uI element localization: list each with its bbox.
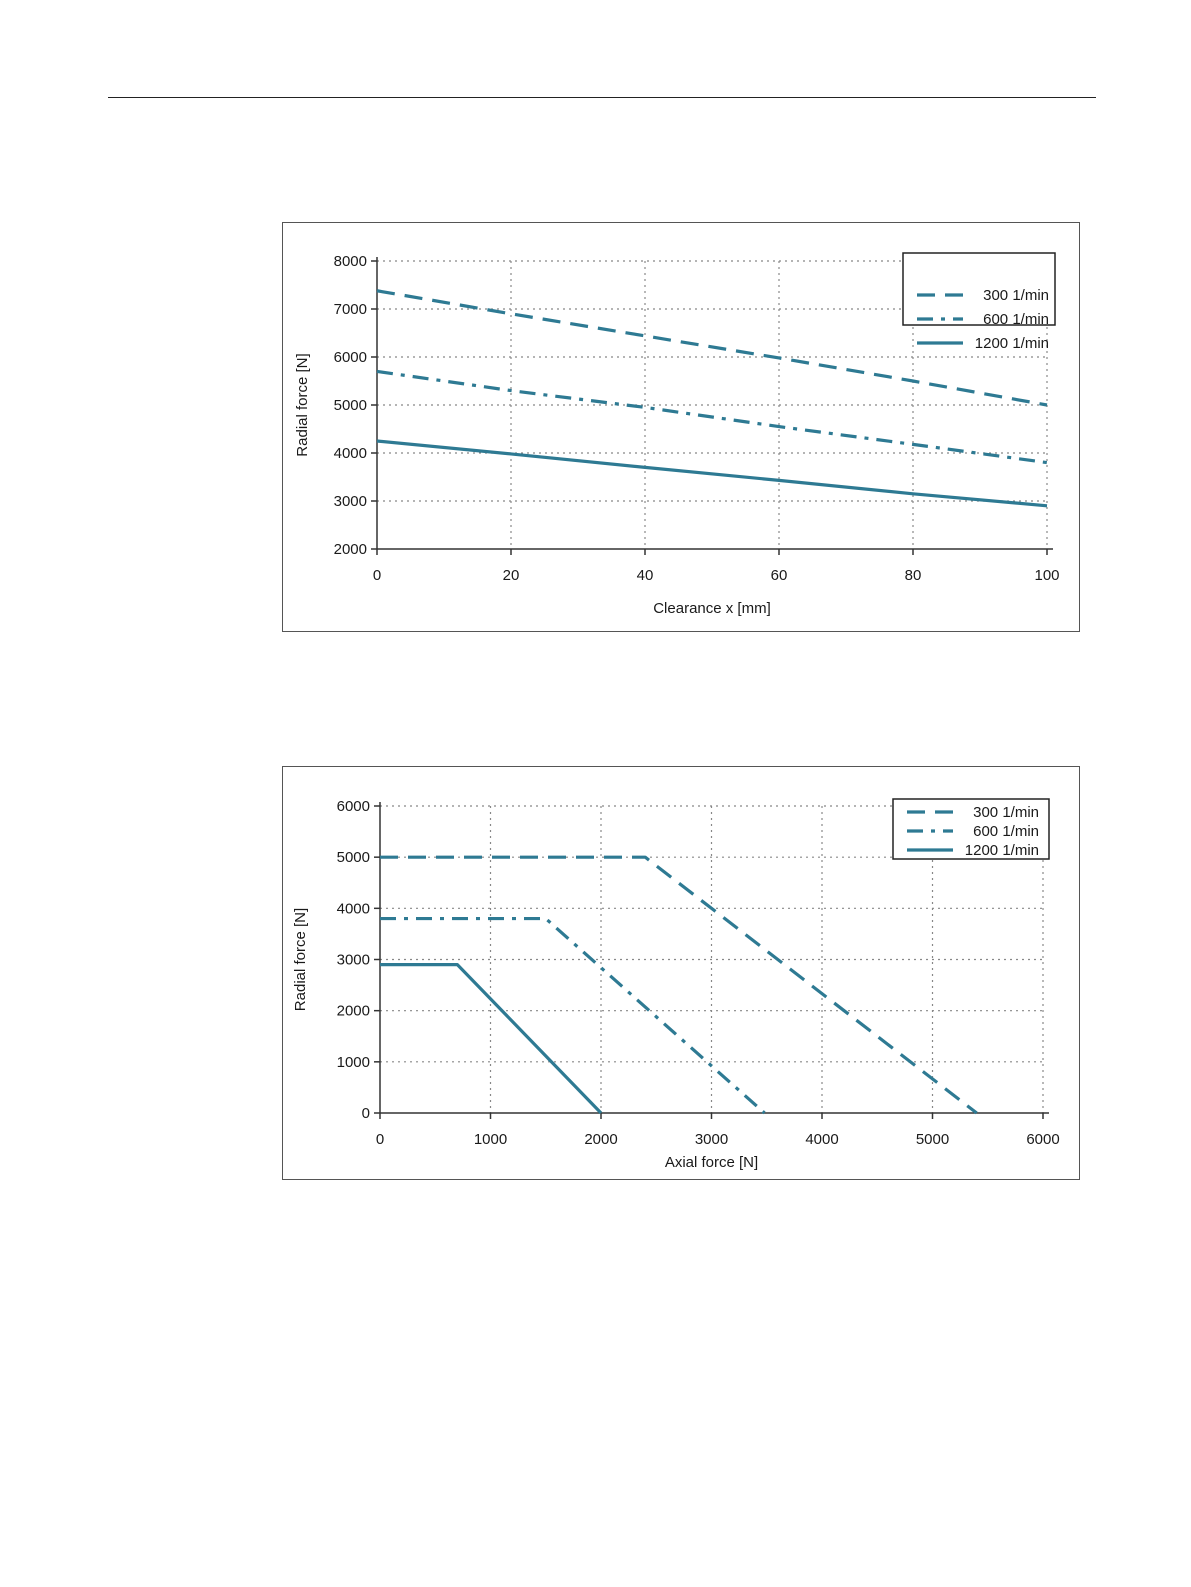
- chart1-y-tick-label: 2000: [334, 541, 367, 558]
- chart1-legend-label: 300 1/min: [983, 287, 1049, 304]
- chart1-x-axis-title: Clearance x [mm]: [653, 600, 771, 617]
- chart1-y-tick-label: 6000: [334, 349, 367, 366]
- chart2-series-line-300-1-min: [380, 855, 978, 1115]
- chart2-legend-label: 600 1/min: [973, 823, 1039, 840]
- chart2-x-axis-title: Axial force [N]: [665, 1154, 758, 1171]
- chart1-x-tick-label: 60: [771, 567, 788, 584]
- chart2-legend-label: 300 1/min: [973, 804, 1039, 821]
- chart2-x-tick-label: 3000: [695, 1131, 728, 1148]
- chart1-y-tick-label: 3000: [334, 493, 367, 510]
- chart1-legend-box: [902, 252, 1056, 326]
- chart2-series-line-1200-1-min: [380, 963, 603, 1115]
- chart1-legend-label: 600 1/min: [983, 311, 1049, 328]
- chart1-series-line-600-1-min: [376, 369, 1048, 465]
- radial-force-vs-clearance-chart: 2000 3000 4000 5000 6000 7000 8000 0 20 40 60 80 100…: [282, 222, 1080, 632]
- chart1-series-line-300-1-min: [376, 289, 1048, 407]
- chart1-y-tick-label: 7000: [334, 301, 367, 318]
- chart1-y-tick-label: 8000: [334, 253, 367, 270]
- chart1-x-tick-label: 80: [905, 567, 922, 584]
- chart2-y-tick-label: 4000: [337, 900, 370, 917]
- chart2-x-tick-label: 2000: [584, 1131, 617, 1148]
- chart2-y-tick-label: 1000: [337, 1054, 370, 1071]
- chart2-y-tick-label: 0: [362, 1105, 370, 1122]
- chart1-x-tick-label: 100: [1034, 567, 1059, 584]
- chart2-x-tick-label: 5000: [916, 1131, 949, 1148]
- chart2-legend-label: 1200 1/min: [965, 842, 1039, 859]
- chart-1-svg: 2000 3000 4000 5000 6000 7000 8000 0 20 40 60 80 100…: [294, 252, 1060, 617]
- chart1-legend-label: 1200 1/min: [975, 335, 1049, 352]
- chart2-y-tick-label: 3000: [337, 952, 370, 969]
- chart2-x-tick-label: 6000: [1026, 1131, 1059, 1148]
- chart2-series-line-600-1-min: [380, 916, 766, 1115]
- chart1-y-tick-label: 5000: [334, 397, 367, 414]
- chart1-x-tick-label: 20: [503, 567, 520, 584]
- chart1-y-axis-title: Radial force [N]: [294, 353, 311, 456]
- chart2-y-tick-label: 6000: [337, 798, 370, 815]
- chart-2-svg: 0 1000 2000 3000 4000 5000 6000 0 1000 2000 3000 40…: [292, 798, 1060, 1171]
- chart2-x-tick-label: 1000: [474, 1131, 507, 1148]
- chart2-y-tick-label: 2000: [337, 1003, 370, 1020]
- radial-vs-axial-force-chart: 0 1000 2000 3000 4000 5000 6000 0 1000 2000 3000 40…: [282, 766, 1080, 1180]
- chart2-x-tick-label: 0: [376, 1131, 384, 1148]
- chart2-y-axis-title: Radial force [N]: [292, 908, 309, 1011]
- chart2-x-tick-label: 4000: [805, 1131, 838, 1148]
- chart1-x-tick-label: 0: [373, 567, 381, 584]
- chart1-y-tick-label: 4000: [334, 445, 367, 462]
- chart1-series-line-1200-1-min: [376, 439, 1048, 508]
- header-rule: [108, 97, 1096, 98]
- chart1-x-tick-label: 40: [637, 567, 654, 584]
- chart2-y-tick-label: 5000: [337, 849, 370, 866]
